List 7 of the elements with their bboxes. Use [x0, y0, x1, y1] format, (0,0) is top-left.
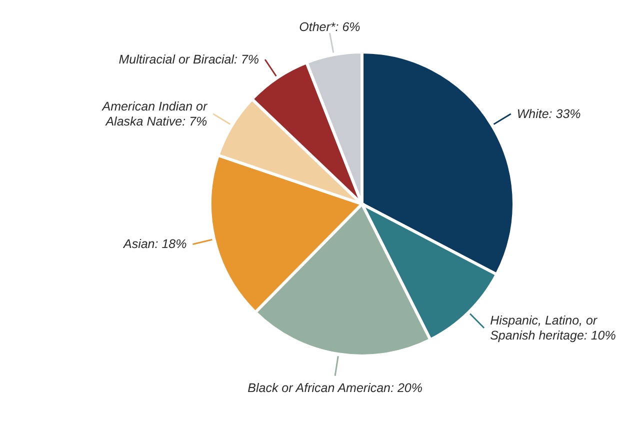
slice-label: Other*: 6% [299, 20, 360, 34]
slice-label: Black or African American: 20% [248, 380, 422, 395]
slice-label: White: 33% [516, 106, 581, 121]
slice-label: American Indian or Alaska Native: 7% [101, 99, 208, 128]
slice-label: Asian: 18% [122, 237, 187, 252]
slice-label: Multiracial or Biracial: 7% [118, 52, 260, 67]
slice-label: Hispanic, Latino, or Spanish heritage: 10% [490, 313, 616, 342]
